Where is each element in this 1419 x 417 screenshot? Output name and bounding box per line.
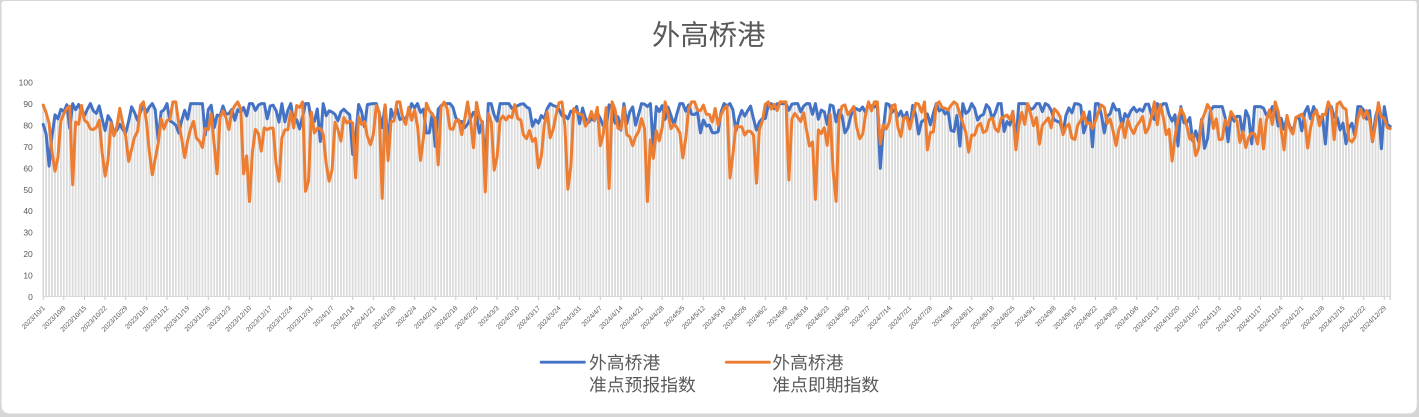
svg-text:100: 100 [19, 78, 33, 88]
svg-text:0: 0 [28, 292, 33, 302]
svg-text:40: 40 [23, 206, 33, 216]
svg-text:90: 90 [23, 99, 33, 109]
svg-text:30: 30 [23, 228, 33, 238]
svg-text:10: 10 [23, 271, 33, 281]
svg-text:50: 50 [23, 185, 33, 195]
svg-text:70: 70 [23, 142, 33, 152]
svg-text:60: 60 [23, 163, 33, 173]
svg-text:80: 80 [23, 121, 33, 131]
svg-text:20: 20 [23, 249, 33, 259]
